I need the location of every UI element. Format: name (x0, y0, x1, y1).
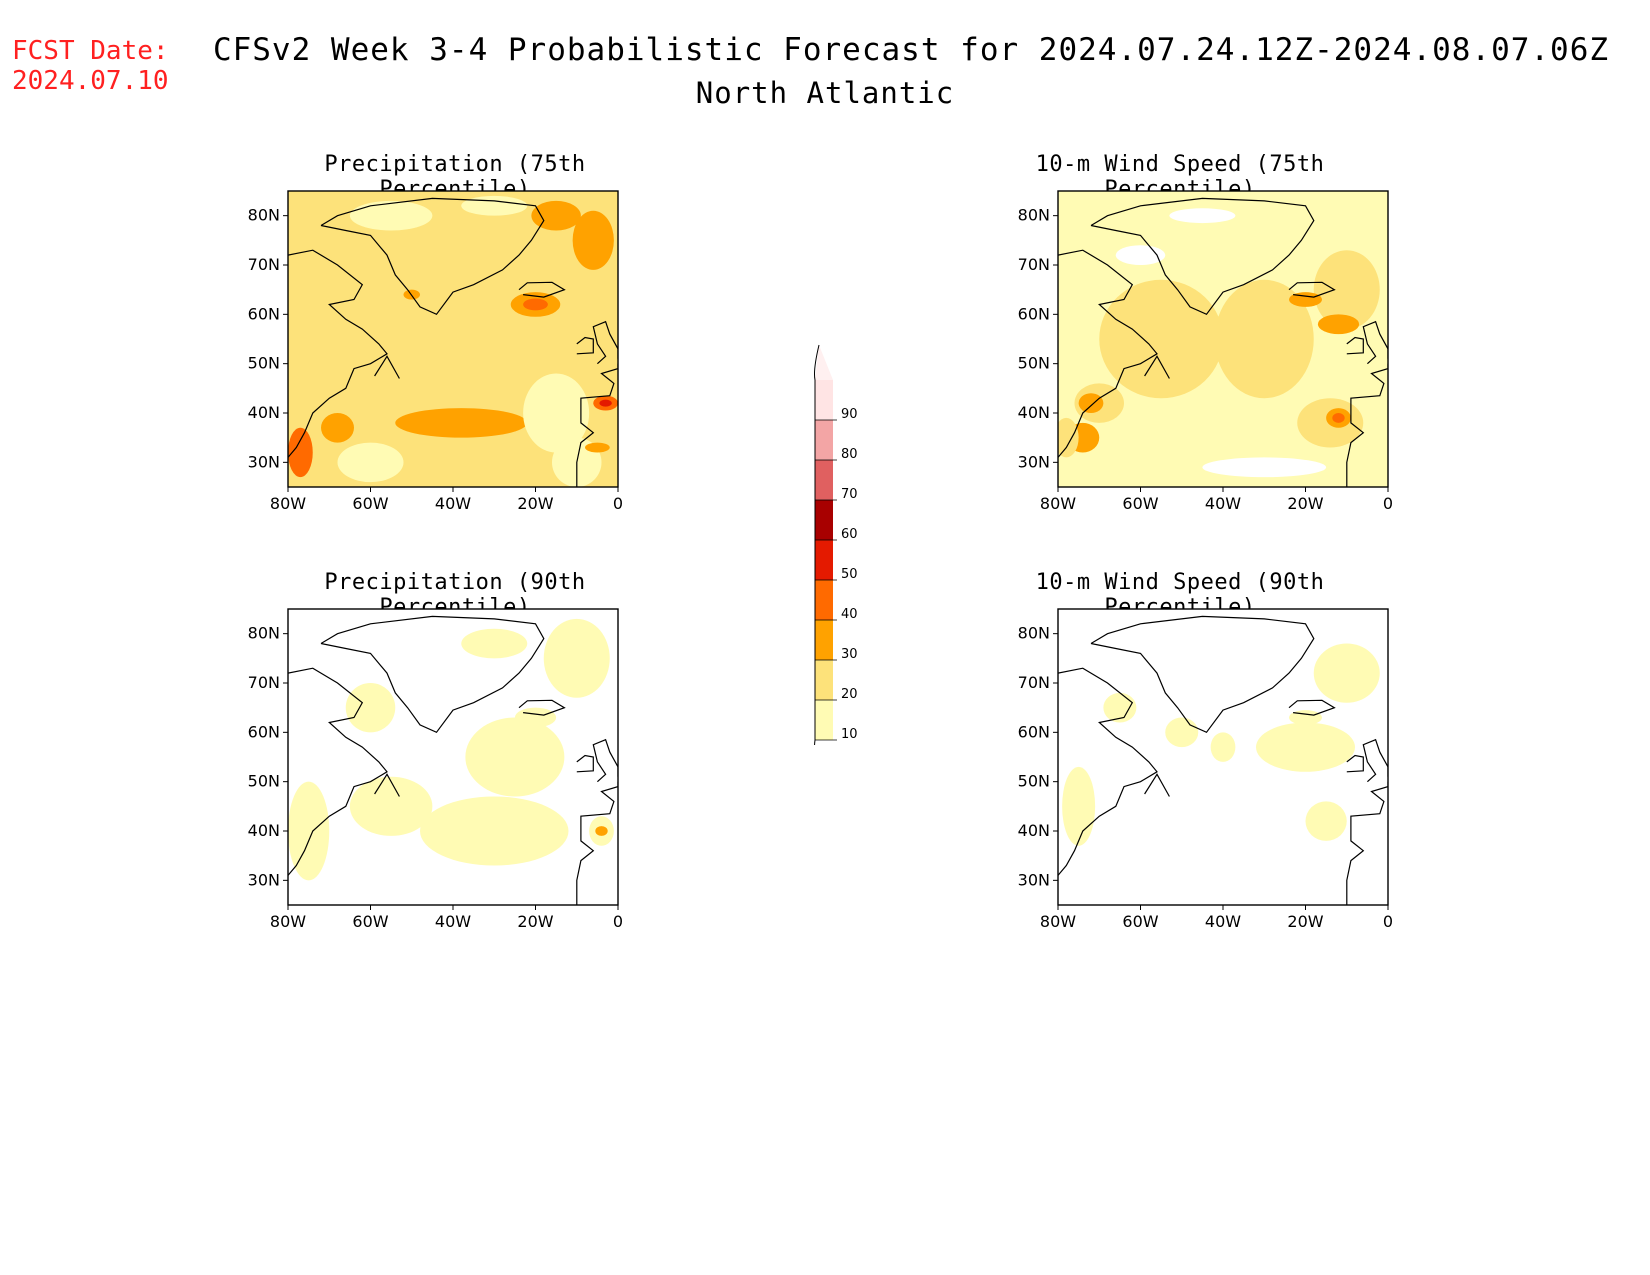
lon-label: 60W (352, 494, 388, 513)
lon-label: 40W (1205, 494, 1241, 513)
lon-label: 80W (270, 494, 306, 513)
colorbar: 10 20 30 40 50 60 70 80 90 (814, 344, 858, 745)
lat-label: 70N (248, 673, 280, 692)
map-precip-75: 80N 70N 60N 50N 40N 30N 80W 60W 40W 20W 0 (248, 190, 623, 513)
lon-label: 40W (1205, 912, 1241, 931)
region-title: North Atlantic (695, 76, 955, 110)
lat-label: 50N (248, 354, 280, 373)
lat-label: 50N (248, 772, 280, 791)
map-precip-90: 80N 70N 60N 50N 40N 30N 80W 60W 40W 20W 0 (248, 608, 623, 931)
lon-label: 80W (270, 912, 306, 931)
lon-label: 20W (517, 494, 553, 513)
colorbar-label: 80 (841, 447, 858, 462)
lat-label: 30N (1018, 452, 1050, 471)
lon-label: 80W (1040, 912, 1076, 931)
lat-label: 60N (248, 304, 280, 323)
lat-label: 40N (248, 403, 280, 422)
lat-label: 50N (1018, 772, 1050, 791)
colorbar-label: 10 (841, 727, 858, 742)
main-title: CFSv2 Week 3-4 Probabilistic Forecast fo… (212, 32, 1610, 68)
lon-label: 20W (1287, 494, 1323, 513)
lat-label: 80N (248, 624, 280, 643)
lon-label: 0 (613, 912, 623, 931)
colorbar-segment (815, 620, 833, 660)
panel-title-wind-75: 10-m Wind Speed (75th Percentile) (1035, 152, 1325, 202)
lon-label: 60W (1122, 494, 1158, 513)
lat-label: 60N (248, 722, 280, 741)
colorbar-segment (815, 660, 833, 700)
colorbar-segment (815, 500, 833, 540)
lon-label: 40W (435, 494, 471, 513)
colorbar-label: 90 (841, 407, 858, 422)
colorbar-label: 20 (841, 687, 858, 702)
colorbar-segment (815, 700, 833, 740)
lat-label: 70N (248, 255, 280, 274)
lon-label: 80W (1040, 494, 1076, 513)
lat-label: 40N (1018, 821, 1050, 840)
lon-label: 60W (1122, 912, 1158, 931)
colorbar-label: 30 (841, 647, 858, 662)
fcst-label: FCST Date: (12, 36, 169, 66)
lat-label: 60N (1018, 304, 1050, 323)
map-wind-75: 80N 70N 60N 50N 40N 30N 80W 60W 40W 20W 0 (1018, 190, 1393, 513)
lat-label: 30N (248, 870, 280, 889)
lat-label: 30N (248, 452, 280, 471)
colorbar-segment (815, 380, 833, 420)
lon-label: 0 (613, 494, 623, 513)
lat-label: 40N (248, 821, 280, 840)
lat-label: 80N (1018, 624, 1050, 643)
colorbar-segment (815, 580, 833, 620)
lon-label: 60W (352, 912, 388, 931)
colorbar-label: 70 (841, 487, 858, 502)
lat-label: 60N (1018, 722, 1050, 741)
lon-label: 0 (1383, 494, 1393, 513)
colorbar-segment (815, 420, 833, 460)
panel-title-wind-90: 10-m Wind Speed (90th Percentile) (1035, 570, 1325, 620)
colorbar-segment (815, 540, 833, 580)
lat-label: 40N (1018, 403, 1050, 422)
colorbar-label: 50 (841, 567, 858, 582)
colorbar-segment (815, 460, 833, 500)
lat-label: 50N (1018, 354, 1050, 373)
fcst-date: 2024.07.10 (12, 66, 169, 96)
fcst-date-block: FCST Date: 2024.07.10 (12, 36, 169, 96)
lon-label: 20W (517, 912, 553, 931)
colorbar-label: 60 (841, 527, 858, 542)
lat-label: 80N (248, 206, 280, 225)
lon-label: 20W (1287, 912, 1323, 931)
lat-label: 80N (1018, 206, 1050, 225)
lon-label: 0 (1383, 912, 1393, 931)
colorbar-label: 40 (841, 607, 858, 622)
map-wind-90: 80N 70N 60N 50N 40N 30N 80W 60W 40W 20W 0 (1018, 608, 1393, 931)
lat-label: 30N (1018, 870, 1050, 889)
lat-label: 70N (1018, 673, 1050, 692)
lon-label: 40W (435, 912, 471, 931)
lat-label: 70N (1018, 255, 1050, 274)
